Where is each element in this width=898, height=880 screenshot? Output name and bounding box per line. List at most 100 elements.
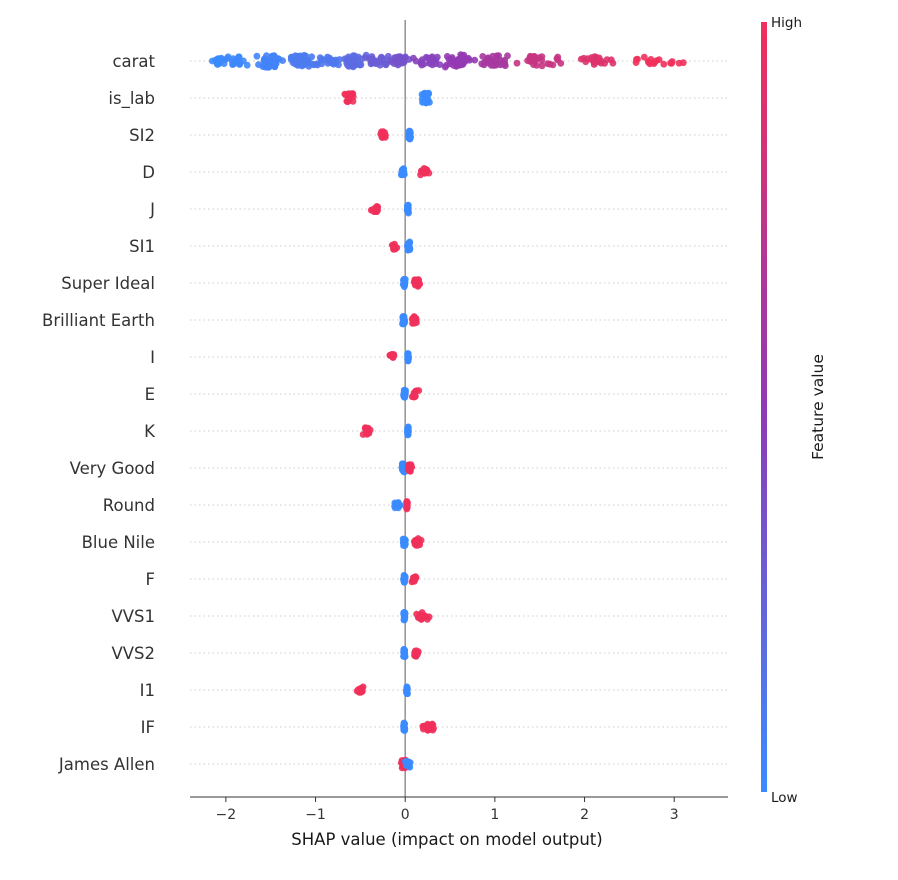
shap-point	[446, 60, 454, 68]
shap-point	[349, 59, 357, 67]
shap-point	[292, 57, 300, 65]
x-tick-label: 3	[670, 807, 679, 823]
shap-point	[235, 53, 243, 61]
shap-point	[416, 614, 423, 622]
feature-label: SI2	[129, 126, 155, 145]
shap-point	[425, 89, 432, 97]
feature-label: Blue Nile	[82, 533, 155, 552]
shap-point	[319, 56, 327, 63]
shap-point	[554, 53, 562, 61]
shap-point	[493, 55, 500, 62]
shap-point	[533, 62, 541, 69]
shap-point	[415, 387, 423, 394]
shap-point	[448, 54, 456, 61]
shap-point	[398, 55, 406, 62]
shap-point	[356, 687, 364, 695]
shap-point	[504, 52, 511, 60]
shap-point	[394, 61, 402, 69]
shap-point	[255, 61, 262, 68]
shap-point	[400, 171, 408, 178]
feature-label: K	[144, 422, 156, 441]
shap-point	[400, 648, 407, 656]
shap-point	[391, 245, 399, 253]
shap-point	[609, 59, 617, 67]
shap-point	[402, 387, 409, 394]
shap-point	[501, 62, 509, 70]
shap-point	[405, 134, 413, 142]
shap-point	[411, 649, 419, 657]
shap-point	[538, 62, 546, 70]
shap-point	[590, 55, 597, 62]
feature-label: carat	[112, 52, 155, 71]
shap-point	[405, 241, 413, 249]
shap-point	[403, 501, 411, 509]
shap-point	[404, 202, 412, 209]
shap-point	[410, 576, 418, 584]
x-tick-label: 2	[580, 807, 589, 823]
shap-point	[400, 542, 407, 549]
feature-label: Super Ideal	[61, 274, 155, 293]
feature-gridlines	[190, 60, 728, 765]
colorbar-high-label: High	[771, 15, 802, 31]
shap-point	[557, 60, 565, 67]
feature-labels: carat is_lab SI2 DJ SI1 Super Ideal Brilliant …	[42, 52, 156, 774]
shap-point	[597, 59, 605, 67]
shap-point	[455, 58, 463, 65]
shap-point	[494, 60, 502, 68]
feature-label: I1	[140, 681, 155, 700]
shap-point	[410, 316, 418, 324]
shap-point	[404, 357, 412, 365]
shap-point	[369, 206, 376, 214]
colorbar: High Low Feature value	[761, 15, 827, 806]
shap-point	[400, 535, 408, 543]
shap-point	[420, 98, 427, 105]
x-axis-ticks: −2 −1 0 1 2 3	[216, 797, 679, 823]
shap-point	[420, 723, 428, 731]
feature-label: SI1	[129, 237, 155, 256]
shap-point	[418, 61, 426, 69]
shap-point	[221, 56, 229, 63]
feature-label: VVS2	[111, 644, 155, 663]
colorbar-low-label: Low	[771, 790, 798, 806]
shap-point	[679, 59, 687, 67]
x-tick-label: −1	[305, 807, 326, 823]
shap-point	[403, 684, 411, 692]
shap-point	[404, 428, 412, 436]
shap-point	[379, 134, 387, 141]
shap-point	[401, 609, 408, 616]
shap-point	[349, 52, 357, 60]
shap-point	[400, 615, 408, 622]
shap-point	[640, 53, 648, 61]
shap-point	[343, 56, 351, 64]
feature-label: IF	[141, 718, 155, 737]
shap-point	[412, 536, 419, 544]
shap-point	[400, 578, 408, 586]
shap-point	[271, 59, 279, 66]
shap-point	[632, 59, 640, 66]
shap-point	[243, 61, 251, 69]
shap-point	[279, 57, 286, 64]
feature-label: I	[150, 348, 155, 367]
shap-point	[399, 319, 407, 327]
shap-point	[668, 60, 675, 67]
shap-point	[261, 58, 269, 66]
shap-point	[378, 53, 385, 61]
colorbar-gradient	[761, 22, 767, 792]
shap-point	[324, 60, 332, 67]
shap-point	[384, 52, 392, 60]
x-tick-label: −2	[216, 807, 237, 823]
shap-point	[389, 351, 396, 359]
shap-point	[584, 55, 591, 63]
shap-point	[401, 392, 409, 400]
shap-point	[271, 53, 278, 61]
shap-point	[330, 60, 337, 68]
shap-point	[471, 56, 479, 64]
feature-label: F	[146, 570, 156, 589]
shap-point	[412, 392, 419, 400]
shap-point	[229, 55, 237, 62]
shap-point	[301, 61, 308, 69]
feature-label: D	[142, 163, 155, 182]
feature-label: Very Good	[70, 459, 155, 478]
feature-label: VVS1	[111, 607, 155, 626]
